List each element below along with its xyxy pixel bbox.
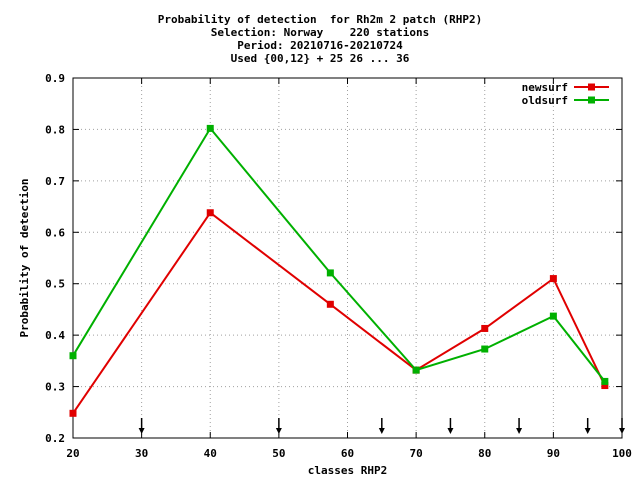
class-arrow <box>619 418 625 434</box>
legend-marker <box>588 83 595 91</box>
x-tick-label: 40 <box>204 447 217 460</box>
y-tick-label: 0.5 <box>45 278 65 291</box>
data-point <box>481 324 489 332</box>
y-tick-label: 0.7 <box>45 175 65 188</box>
chart-title: Probability of detection for Rh2m 2 patc… <box>158 13 483 65</box>
series-oldsurf <box>69 124 609 385</box>
x-tick-label: 80 <box>478 447 491 460</box>
y-tick-label: 0.8 <box>45 123 65 136</box>
class-arrow <box>138 418 145 434</box>
data-point <box>69 352 77 360</box>
x-tick-label: 30 <box>135 447 148 460</box>
legend-item-newsurf: newsurf <box>522 81 609 94</box>
class-arrow <box>378 418 385 434</box>
y-tick-label: 0.3 <box>45 381 65 394</box>
legend-label: newsurf <box>522 81 568 94</box>
y-axis-label: Probability of detection <box>18 179 31 338</box>
y-tick-label: 0.6 <box>45 226 65 239</box>
data-point <box>206 124 214 132</box>
x-tick-label: 70 <box>410 447 423 460</box>
legend-marker <box>588 96 595 104</box>
x-tick-label: 50 <box>272 447 285 460</box>
title-line: Selection: Norway 220 stations <box>211 26 430 39</box>
data-point <box>601 382 609 390</box>
x-tick-label: 60 <box>341 447 354 460</box>
data-point <box>69 409 77 417</box>
legend-item-oldsurf: oldsurf <box>522 94 609 107</box>
class-arrow <box>275 418 282 434</box>
series-newsurf <box>69 209 609 417</box>
legend-label: oldsurf <box>522 94 568 107</box>
class-arrow <box>447 418 454 434</box>
y-axis: 0.2 0.3 0.4 0.5 0.6 0.7 0.8 0.9 <box>45 72 622 445</box>
data-point <box>601 377 609 385</box>
x-tick-label: 90 <box>547 447 560 460</box>
y-tick-label: 0.9 <box>45 72 65 85</box>
data-point <box>481 345 489 353</box>
data-point <box>326 269 334 277</box>
data-point <box>549 312 557 320</box>
y-tick-label: 0.4 <box>45 329 65 342</box>
data-point <box>549 275 557 283</box>
data-point <box>412 366 420 374</box>
x-axis: 20 30 40 50 60 70 80 90 100 <box>66 78 632 460</box>
data-point <box>206 209 214 217</box>
title-line: Probability of detection for Rh2m 2 patc… <box>158 13 483 26</box>
class-arrow <box>516 418 523 434</box>
title-line: Used {00,12} + 25 26 ... 36 <box>231 52 410 65</box>
x-tick-label: 20 <box>66 447 79 460</box>
y-tick-label: 0.2 <box>45 432 65 445</box>
class-arrows <box>138 418 625 434</box>
x-axis-label: classes RHP2 <box>308 464 387 477</box>
grid <box>73 78 622 438</box>
data-point <box>326 300 334 308</box>
class-arrow <box>584 418 591 434</box>
series-line <box>72 211 606 414</box>
series-line <box>72 126 606 383</box>
title-line: Period: 20210716-20210724 <box>237 39 403 52</box>
x-tick-label: 100 <box>612 447 632 460</box>
series <box>69 124 609 417</box>
